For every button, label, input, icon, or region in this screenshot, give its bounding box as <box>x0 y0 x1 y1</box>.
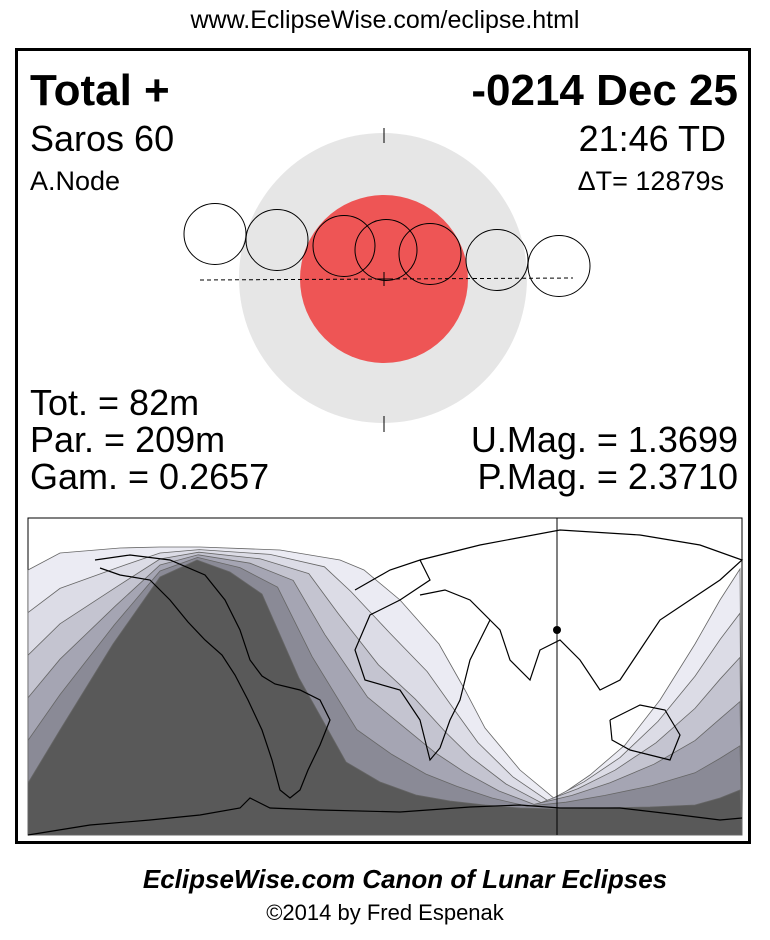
saros-number: Saros 60 <box>30 118 175 159</box>
node: A.Node <box>30 166 121 196</box>
footer-title: EclipseWise.com Canon of Lunar Eclipses <box>142 864 668 894</box>
moon-position-3 <box>312 215 376 277</box>
eclipse-type: Total + <box>30 66 170 115</box>
subsolar-point-marker <box>553 626 561 634</box>
ecliptic-path-line <box>199 277 574 281</box>
penumbral-magnitude: P.Mag. = 2.3710 <box>477 456 738 497</box>
moon-positions <box>183 203 591 297</box>
coast-asia <box>419 529 744 691</box>
eclipse-frame <box>15 48 751 844</box>
moon-position-7 <box>527 235 591 297</box>
header-url: www.EclipseWise.com/eclipse.html <box>190 6 580 34</box>
moon-position-2 <box>245 209 309 271</box>
coastlines <box>27 529 744 836</box>
coast-australia <box>609 704 681 761</box>
moon-position-6 <box>465 229 529 291</box>
moon-position-4 <box>354 219 418 281</box>
coast-antarctica <box>27 797 743 836</box>
umbral-magnitude: U.Mag. = 1.3699 <box>470 419 738 460</box>
eclipse-date: -0214 Dec 25 <box>471 66 738 115</box>
shadow-diagram <box>183 128 591 432</box>
coast-africa-europe <box>354 559 491 762</box>
moon-position-1 <box>183 203 247 265</box>
totality-duration: Tot. = 82m <box>30 382 200 423</box>
partial-duration: Par. = 209m <box>30 419 226 460</box>
delta-t: ΔT= 12879s <box>577 166 724 196</box>
coast-americas <box>94 554 331 799</box>
footer-copyright: ©2014 by Fred Espenak <box>266 900 504 925</box>
visibility-band-6 <box>27 559 743 836</box>
gamma: Gam. = 0.2657 <box>30 456 270 497</box>
world-map <box>27 517 744 836</box>
eclipse-time: 21:46 TD <box>578 118 726 159</box>
moon-position-5 <box>398 223 462 285</box>
